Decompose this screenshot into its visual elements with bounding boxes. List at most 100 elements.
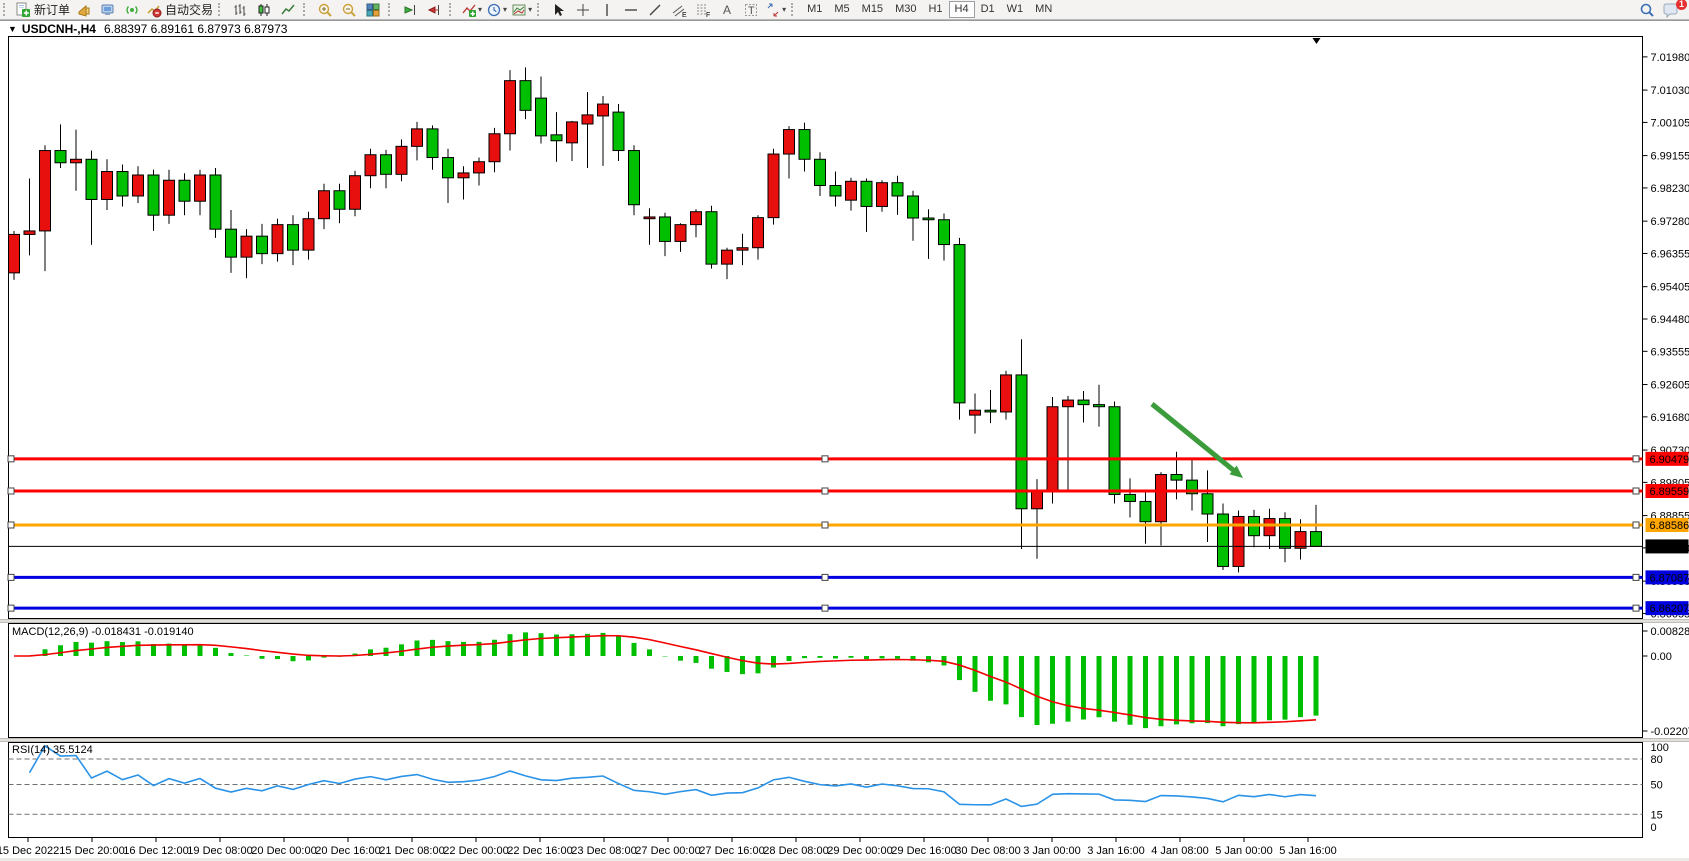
- macd-axis-label: 0.008281: [1651, 626, 1689, 638]
- chart-shift-icon: [427, 4, 440, 15]
- support-line-2-handle[interactable]: [1632, 604, 1640, 612]
- time-axis-label: 3 Jan 16:00: [1087, 845, 1145, 857]
- candle: [876, 182, 888, 207]
- arrows-tool-button[interactable]: ▾: [763, 1, 788, 18]
- panel-splitter[interactable]: [0, 619, 1689, 623]
- timeframe-button-w1[interactable]: W1: [1006, 3, 1024, 15]
- text-tool-button[interactable]: A: [715, 1, 739, 18]
- trend-arrow[interactable]: [1150, 402, 1239, 475]
- cursor-tool-button[interactable]: [547, 1, 571, 18]
- timeframe-button-mn[interactable]: MN: [1035, 3, 1053, 15]
- line-chart-button[interactable]: [276, 1, 300, 18]
- rsi-axis-label: 0: [1651, 822, 1657, 834]
- notifications-button[interactable]: 1: [1659, 0, 1687, 18]
- timeframe-button-h1[interactable]: H1: [928, 3, 943, 15]
- time-axis-background: [0, 838, 1689, 861]
- vertical-line-tool-button[interactable]: [595, 1, 619, 18]
- new-order-button[interactable]: 新订单: [13, 1, 72, 18]
- timeframe-button-m30[interactable]: M30: [895, 3, 917, 15]
- rsi-line: [28, 744, 1317, 808]
- candle: [535, 97, 547, 137]
- candle: [643, 216, 656, 220]
- pivot-line-price-tag-text: 6.88586: [1650, 520, 1689, 532]
- candle: [116, 171, 129, 197]
- candle: [907, 195, 919, 219]
- templates-dropdown-caret[interactable]: ▾: [528, 5, 533, 14]
- resistance-line-1-handle[interactable]: [1632, 455, 1640, 463]
- autotrading-button[interactable]: 自动交易: [144, 1, 215, 18]
- candle: [690, 211, 702, 226]
- timeframe-button-d1[interactable]: D1: [980, 3, 995, 15]
- resistance-line-2-handle[interactable]: [7, 487, 15, 495]
- support-line-2-handle[interactable]: [821, 604, 829, 612]
- chart-shift-button[interactable]: [422, 1, 446, 18]
- pivot-line-handle[interactable]: [1632, 521, 1640, 529]
- time-axis-label: 15 Dec 20:00: [59, 845, 124, 857]
- resistance-line-1-handle[interactable]: [821, 455, 829, 463]
- horizontal-line-tool-button[interactable]: [619, 1, 643, 18]
- resistance-line-2-handle[interactable]: [1632, 487, 1640, 495]
- periods-button[interactable]: ▾: [484, 1, 509, 18]
- macd-panel-canvas[interactable]: 0.008281 0.00 -0.022076: [0, 623, 1689, 738]
- metaeditor-button[interactable]: [72, 1, 96, 18]
- ohlc-bars-icon: [234, 3, 246, 16]
- candle: [938, 219, 950, 246]
- periods-dropdown-caret[interactable]: ▾: [503, 5, 508, 14]
- terminal-button[interactable]: [96, 1, 120, 18]
- support-line-1-handle[interactable]: [821, 573, 829, 581]
- timeframe-button-m1[interactable]: M1: [807, 3, 823, 15]
- templates-button[interactable]: ▾: [509, 1, 534, 18]
- horn-icon: [78, 4, 90, 17]
- svg-text:T: T: [748, 5, 755, 17]
- time-axis-label: 29 Dec 00:00: [827, 845, 892, 857]
- arrows-dropdown-caret[interactable]: ▾: [782, 5, 787, 14]
- chart-menu-dropdown-icon[interactable]: ▼: [8, 24, 17, 34]
- toolbar-grip: [218, 3, 225, 16]
- timeframe-button-m15[interactable]: M15: [861, 3, 884, 15]
- support-line-1-handle[interactable]: [1632, 573, 1640, 581]
- pivot-line-handle[interactable]: [821, 521, 829, 529]
- new-order-icon: [16, 2, 30, 17]
- price-axis-tick-label: 6.99155: [1651, 151, 1689, 163]
- trendline-tool-button[interactable]: [643, 1, 667, 18]
- indicators-button[interactable]: ▾: [459, 1, 484, 18]
- candle: [70, 158, 82, 164]
- fibonacci-tool-button[interactable]: F: [691, 1, 715, 18]
- support-line-1-handle[interactable]: [7, 573, 15, 581]
- equidistant-channel-icon: E: [672, 5, 687, 18]
- signals-button[interactable]: [120, 1, 144, 18]
- chart-shift-marker[interactable]: [1312, 38, 1321, 44]
- search-button[interactable]: [1635, 1, 1659, 18]
- rsi-label: RSI(14) 35.5124: [12, 744, 93, 756]
- zoom-in-button[interactable]: [313, 1, 337, 18]
- pivot-line-handle[interactable]: [7, 521, 15, 529]
- auto-scroll-button[interactable]: [398, 1, 422, 18]
- panel-background: [0, 742, 1689, 838]
- indicators-dropdown-caret[interactable]: ▾: [478, 5, 483, 14]
- support-line-2-handle[interactable]: [7, 604, 15, 612]
- panel-splitter[interactable]: [0, 738, 1689, 742]
- autotrading-label: 自动交易: [165, 3, 214, 17]
- channel-tool-button[interactable]: E: [667, 1, 691, 18]
- time-axis-label: 20 Dec 16:00: [315, 845, 380, 857]
- resistance-line-2-handle[interactable]: [821, 487, 829, 495]
- resistance-line-1-handle[interactable]: [7, 455, 15, 463]
- candle: [922, 217, 935, 221]
- zoom-out-button[interactable]: [337, 1, 361, 18]
- timeframe-button-m5[interactable]: M5: [834, 3, 850, 15]
- candle: [364, 154, 377, 177]
- crosshair-tool-button[interactable]: [571, 1, 595, 18]
- candle: [674, 224, 687, 242]
- price-chart-canvas[interactable]: 7.01980 7.01030 7.00105 6.99155 6.98230 6.972…: [0, 36, 1689, 619]
- text-label-tool-button[interactable]: T: [739, 1, 763, 18]
- candle: [1108, 406, 1121, 495]
- timeframe-button-h4[interactable]: H4: [948, 1, 975, 18]
- bar-chart-button[interactable]: [228, 1, 252, 18]
- tile-windows-button[interactable]: [361, 1, 385, 18]
- time-axis-label: 3 Jan 00:00: [1023, 845, 1081, 857]
- candlestick-button[interactable]: [252, 1, 276, 18]
- trend-arrow-head[interactable]: [1229, 465, 1243, 478]
- svg-text:A: A: [723, 3, 731, 17]
